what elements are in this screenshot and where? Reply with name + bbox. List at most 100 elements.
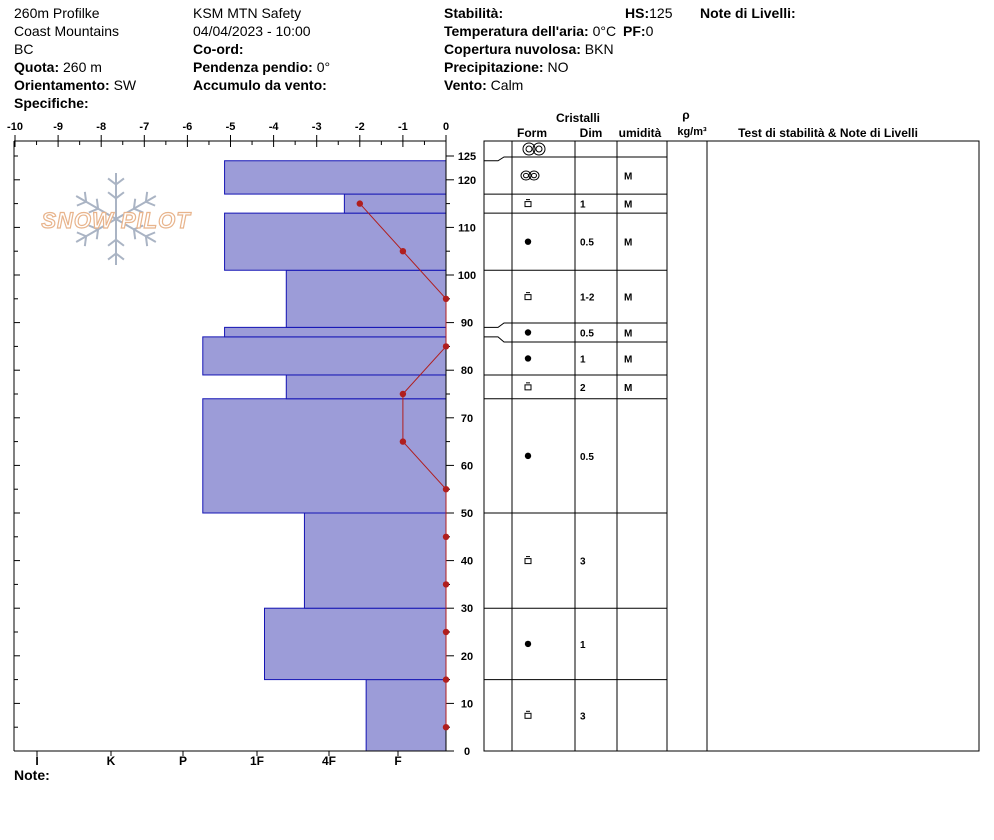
- layer-moisture: M: [624, 293, 632, 304]
- temperature-point: [399, 248, 407, 255]
- slope-value: 0°: [316, 59, 331, 75]
- layers-table: M 1 M 0.5 M 1-2 M 0.5 M 1 M 2 M 0.5 3 1 3: [483, 140, 980, 752]
- depth-tick-label: 0: [464, 746, 470, 758]
- faceted-icon: [524, 712, 532, 719]
- ring-outer: [528, 170, 540, 181]
- hardness-tick-label: F: [394, 754, 401, 768]
- temperature-tick-label: -8: [96, 121, 106, 133]
- temperature-tick-label: -4: [269, 121, 280, 133]
- depth-tick-label: 120: [458, 175, 476, 187]
- temperature-point: [442, 581, 450, 588]
- depth-tick-label: 90: [461, 318, 473, 330]
- temperature-tick-label: -7: [139, 121, 149, 133]
- stability-label: Stabilità:: [444, 5, 504, 21]
- round-dot-icon: [524, 329, 532, 336]
- snowflake-branch: [133, 224, 144, 231]
- faceted-icon: [524, 384, 532, 391]
- depth-tick-label: 50: [461, 508, 473, 520]
- ring-inner: [525, 145, 533, 153]
- faceted-icon: [524, 558, 532, 565]
- hardness-layer-bar: [285, 269, 447, 328]
- layer-moisture: M: [624, 238, 632, 249]
- snowflake-branch: [83, 191, 88, 202]
- snowflake-branch: [83, 236, 88, 247]
- snowflake-arm: [75, 218, 117, 243]
- precip-value: NO: [547, 59, 569, 75]
- coord-label: Co-ord:: [193, 41, 244, 57]
- header-col-2: KSM MTN Safety 04/04/2023 - 10:00 Co-ord…: [193, 4, 330, 94]
- faceted-icon: [524, 201, 532, 208]
- temperature-line: [359, 203, 447, 728]
- specifics-label: Specifiche:: [14, 95, 89, 111]
- range-name: Coast Mountains: [14, 23, 120, 39]
- size-header: Dim: [580, 126, 603, 140]
- depth-tick-label: 110: [458, 222, 476, 234]
- aspect-label: Orientamento:: [14, 77, 110, 93]
- ring-inner: [531, 172, 537, 179]
- header-col-4: HS:125: [625, 4, 672, 22]
- round-dot-icon: [524, 452, 532, 460]
- air-temp-value: 0°C: [592, 23, 617, 39]
- depth-tick-label: 20: [461, 651, 473, 663]
- hardness-layer-bar: [202, 336, 447, 376]
- hardness-layer-bar: [303, 512, 447, 609]
- temperature-point: [356, 200, 363, 207]
- pf-row: PF:0: [623, 22, 653, 40]
- elevation-row: Quota: 260 m: [14, 58, 136, 76]
- snowflake-branch: [144, 191, 149, 202]
- layer-connector: [484, 322, 512, 328]
- snowpilot-logo: SNOW PILOT: [41, 173, 191, 265]
- temperature-tick-label: -1: [398, 121, 408, 133]
- layer-size: 0.5: [580, 329, 594, 340]
- profile-name: 260m Profilke: [14, 5, 100, 21]
- snowflake-branch: [88, 224, 99, 231]
- ring-inner: [535, 145, 543, 153]
- temperature-tick-label: -6: [183, 121, 193, 133]
- temperature-point: [399, 390, 407, 398]
- snowflake-branch: [107, 177, 117, 186]
- hardness-layer-bar: [365, 679, 447, 752]
- hardness-tick-label: I: [35, 754, 38, 768]
- hs-value: 125: [649, 5, 673, 21]
- snowflake-branch: [145, 231, 156, 238]
- layer-size: 1-2: [580, 293, 595, 304]
- layer-size: 1: [580, 354, 586, 365]
- temperature-point: [442, 533, 450, 540]
- slope-label: Pendenza pendio:: [193, 59, 313, 75]
- snowflake-branch: [95, 229, 100, 240]
- double-ring-icon: [522, 142, 546, 156]
- ring-outer: [532, 142, 546, 156]
- cloud-label: Copertura nuvolosa:: [444, 41, 581, 57]
- specifics-row: Specifiche:: [14, 94, 136, 112]
- hardness-tick-label: 4F: [322, 754, 336, 768]
- coord-row: Co-ord:: [193, 40, 330, 58]
- organization: KSM MTN Safety: [193, 5, 302, 21]
- form-header: Form: [517, 126, 547, 140]
- ring-inner: [523, 172, 529, 179]
- layer-connector: [484, 336, 512, 343]
- layer-moisture: M: [624, 354, 632, 365]
- hs-row: HS:125: [625, 4, 672, 22]
- precip-label: Precipitazione:: [444, 59, 544, 75]
- round-dot-icon: [524, 355, 532, 362]
- hardness-layer-bar: [264, 607, 447, 681]
- layer-size: 0.5: [580, 238, 594, 249]
- wind-label: Vento:: [444, 77, 487, 93]
- temperature-tick-label: 0: [443, 121, 449, 133]
- snowflake-branch: [115, 191, 125, 200]
- air-temp-label: Temperatura dell'aria:: [444, 23, 589, 39]
- air-temp-row: Temperatura dell'aria: 0°C: [444, 22, 616, 40]
- snowflake-branch: [115, 177, 125, 186]
- depth-tick-label: 30: [461, 603, 473, 615]
- snowflake-branch: [107, 191, 117, 200]
- density-unit-header: kg/m³: [677, 126, 707, 138]
- ring-outer: [522, 142, 536, 156]
- layer-moisture: M: [624, 383, 632, 394]
- datetime: 04/04/2023 - 10:00: [193, 23, 311, 39]
- hardness-tick-label: 1F: [250, 754, 264, 768]
- round-dot-icon: [524, 640, 532, 648]
- layer-size: 2: [580, 383, 586, 394]
- temperature-tick-label: -3: [312, 121, 322, 133]
- temperature-point: [442, 295, 450, 302]
- table-frame: [483, 140, 980, 752]
